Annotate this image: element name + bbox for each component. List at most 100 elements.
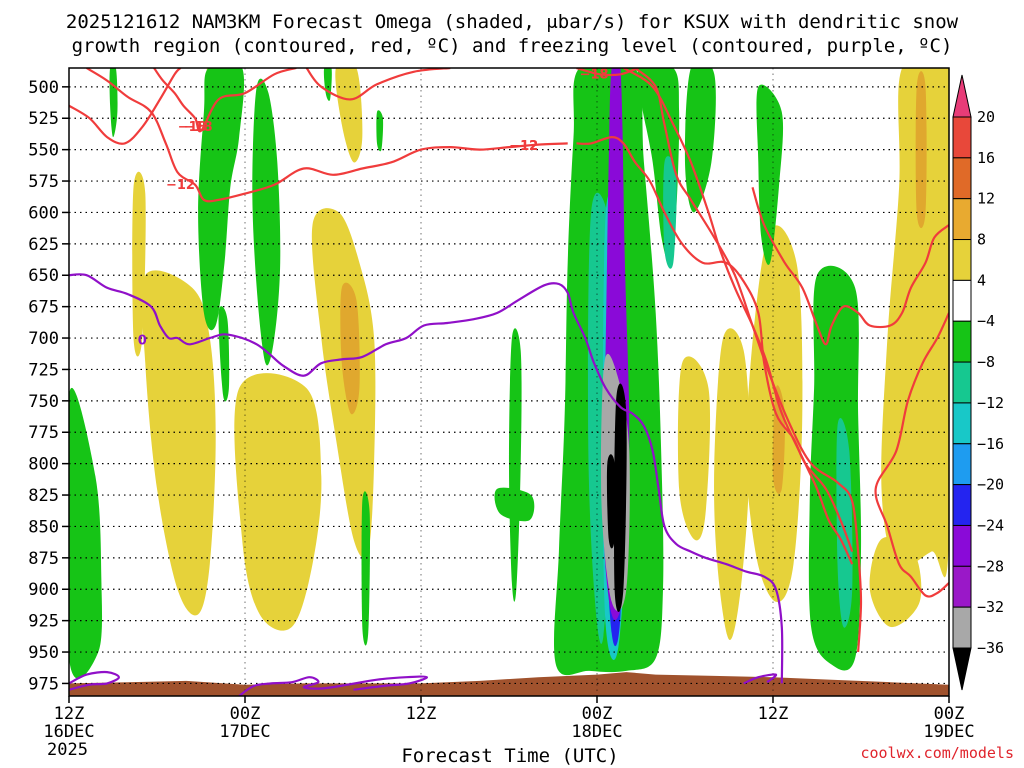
- plot-area: −18−18−18−18−12−12−12 0: [68, 67, 950, 697]
- colorbar-label-8: −16: [977, 435, 1004, 453]
- y-axis: 500 525 550 575 600 625 650 675 700 725 750 775 800 8…: [28, 78, 69, 694]
- omega-region-17: [252, 78, 281, 366]
- dgz-contour-line-7: [622, 68, 854, 565]
- freezing-contour-line-3: [743, 673, 778, 685]
- omega-region-9: [869, 536, 922, 628]
- freezing-contour-label-0: 0: [138, 334, 147, 349]
- colorbar-top-arrow: [952, 74, 972, 118]
- colorbar-box-2: [952, 198, 972, 241]
- x-tick-label-36: 00Z: [582, 704, 613, 724]
- omega-region-32: [836, 417, 853, 628]
- y-tick-label-525: 525: [28, 109, 59, 129]
- y-tick-label-625: 625: [28, 235, 59, 255]
- x-tick-label-12: 00Z: [230, 704, 261, 724]
- x-tick-label-0: 12Z: [54, 704, 85, 724]
- y-tick-label-975: 975: [28, 674, 59, 694]
- omega-region-4: [234, 373, 322, 631]
- omega-shading-layer: [69, 68, 949, 679]
- x-tick-label-60: 00Z: [934, 704, 965, 724]
- omega-region-29: [361, 491, 371, 646]
- dgz-contour-line-0: [69, 68, 182, 145]
- colorbar-box-9: [952, 484, 972, 526]
- omega-region-27: [69, 387, 103, 679]
- omega-region-8: [677, 356, 711, 541]
- colorbar-label-7: −12: [977, 394, 1004, 412]
- omega-region-13: [915, 71, 927, 229]
- colorbar-label-0: 20: [977, 108, 995, 126]
- omega-region-10: [132, 171, 146, 357]
- colorbar-box-7: [952, 402, 972, 445]
- dgz-contour-label-1: −18: [184, 120, 213, 135]
- freezing-contour-line-2: [238, 675, 429, 696]
- y-tick-label-650: 650: [28, 266, 59, 286]
- omega-region-37: [606, 454, 616, 549]
- omega-region-2: [311, 208, 376, 559]
- y-tick-label-875: 875: [28, 549, 59, 569]
- dgz-contour-label-3: −18: [580, 67, 609, 82]
- colorbar-box-0: [952, 116, 972, 159]
- colorbar-label-6: −8: [977, 353, 995, 371]
- omega-region-5: [881, 68, 949, 578]
- y-tick-label-600: 600: [28, 203, 59, 223]
- x-tick-label-24: 12Z: [406, 704, 437, 724]
- omega-region-24: [684, 68, 716, 213]
- dgz-contour-layer: −18−18−18−18−12−12−12: [69, 67, 949, 653]
- colorbar-label-13: −36: [977, 639, 1004, 657]
- dgz-contour-line-8: [751, 186, 949, 346]
- freezing-contour-line-0: [69, 273, 784, 684]
- omega-region-23: [494, 487, 535, 522]
- colorbar-label-12: −32: [977, 598, 1004, 616]
- dgz-contour-line-1: [153, 68, 297, 133]
- y-tick-label-575: 575: [28, 172, 59, 192]
- dgz-contour-line-2: [305, 68, 451, 101]
- y-tick-label-850: 850: [28, 517, 59, 537]
- dgz-contour-line-9: [874, 312, 949, 598]
- colorbar-box-6: [952, 361, 972, 404]
- y-tick-label-900: 900: [28, 580, 59, 600]
- colorbar-label-9: −20: [977, 476, 1004, 494]
- dgz-contour-label-6: −12: [509, 139, 538, 154]
- x-tick-date-0: 16DEC: [43, 722, 94, 742]
- colorbar-box-3: [952, 239, 972, 281]
- colorbar-label-3: 8: [977, 231, 986, 249]
- omega-region-22: [509, 328, 522, 602]
- freezing-level-contour-layer: 0: [69, 273, 784, 696]
- x-tick-year-0: 2025: [47, 740, 88, 760]
- terrain-layer: [69, 672, 949, 696]
- colorbar-label-5: −4: [977, 312, 995, 330]
- x-tick-date-12: 17DEC: [219, 722, 270, 742]
- colorbar-label-11: −28: [977, 557, 1004, 575]
- y-tick-label-725: 725: [28, 360, 59, 380]
- terrain-fill: [69, 672, 949, 696]
- x-tick-label-48: 12Z: [758, 704, 789, 724]
- omega-region-28: [218, 306, 230, 402]
- y-tick-label-925: 925: [28, 612, 59, 632]
- y-tick-label-675: 675: [28, 298, 59, 318]
- colorbar-box-1: [952, 157, 972, 200]
- y-tick-label-775: 775: [28, 423, 59, 443]
- colorbar-box-11: [952, 565, 972, 608]
- colorbar-box-12: [952, 606, 972, 649]
- y-tick-label-825: 825: [28, 486, 59, 506]
- omega-region-1: [335, 68, 363, 163]
- y-tick-label-750: 750: [28, 392, 59, 412]
- y-tick-label-500: 500: [28, 78, 59, 98]
- omega-region-3: [141, 270, 216, 616]
- dgz-contour-line-4: [86, 68, 568, 203]
- x-tick-date-36: 18DEC: [571, 722, 622, 742]
- credit-text: coolwx.com/models: [860, 744, 1014, 762]
- colorbar: 20 16 12 8 4 −4 −8 −12 −16 −20 −24 −28 −32 −36: [952, 74, 1004, 691]
- x-tick-date-60: 19DEC: [923, 722, 974, 742]
- grid-layer: [69, 68, 949, 696]
- colorbar-label-1: 16: [977, 149, 995, 167]
- y-tick-label-800: 800: [28, 455, 59, 475]
- colorbar-label-2: 12: [977, 190, 995, 208]
- y-tick-label-950: 950: [28, 643, 59, 663]
- colorbar-label-10: −24: [977, 516, 1004, 534]
- colorbar-label-4: 4: [977, 271, 986, 289]
- omega-region-11: [340, 282, 360, 415]
- colorbar-box-10: [952, 524, 972, 567]
- colorbar-bottom-arrow: [952, 647, 972, 691]
- colorbar-box-4: [952, 279, 972, 322]
